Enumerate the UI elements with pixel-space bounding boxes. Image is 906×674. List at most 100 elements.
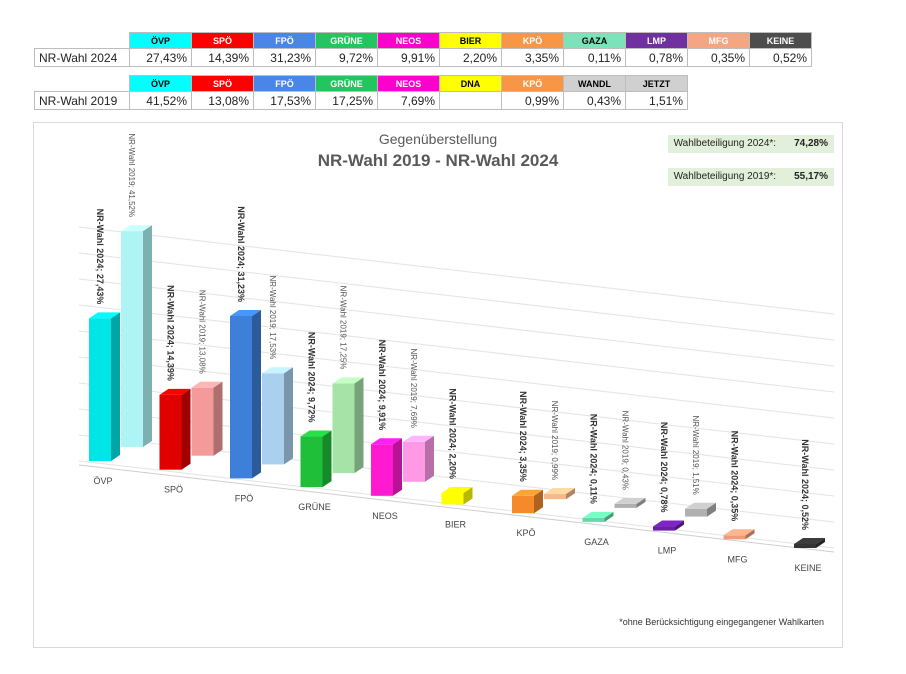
gridline [78, 226, 835, 315]
data-label-2019: NR-Wahl 2019; 0,43% [621, 411, 630, 490]
bar-2024-spö [159, 394, 182, 470]
bar-2024-kpö [512, 495, 534, 514]
party-header-fpö: FPÖ [253, 32, 316, 49]
bar-2024-lmp [653, 526, 675, 531]
results-table-2019: ÖVP SPÖ FPÖ GRÜNE NEOS DNA KPÖ WANDL JETZT NR-Wa… [34, 75, 688, 110]
data-label-2024: NR-Wahl 2024; 3,35% [518, 391, 528, 482]
turnout-2024-value: 74,28% [794, 138, 828, 149]
data-label-2024: NR-Wahl 2024; 2,20% [448, 388, 458, 479]
bar-2024-spö-top [159, 388, 191, 395]
bar-2024-gaza-top [582, 511, 614, 518]
party-header-bier: BIER [439, 32, 502, 49]
gridline [78, 278, 835, 367]
party-value-spö: 13,08% [191, 91, 254, 110]
bar-2024-bier [441, 493, 464, 505]
bar-2019-fpö-top [262, 367, 293, 374]
bar-2024-kpö-side [534, 489, 543, 514]
party-value-fpö: 31,23% [253, 48, 316, 67]
party-header-jetzt: JETZT [625, 75, 688, 92]
data-label-2024: NR-Wahl 2024; 9,72% [307, 332, 317, 423]
bar-2019-fpö [262, 373, 284, 465]
table-2019-label: NR-Wahl 2019 [34, 91, 130, 110]
party-header-spö: SPÖ [191, 75, 254, 92]
bar-2024-neos [371, 444, 393, 496]
category-label: GRÜNE [298, 502, 331, 512]
party-header-neos: NEOS [377, 32, 440, 49]
category-label: GAZA [584, 537, 609, 547]
party-value-dna [439, 91, 502, 110]
bar-2024-keine-side [816, 538, 825, 548]
party-value-övp: 27,43% [129, 48, 192, 67]
category-label: KPÖ [516, 528, 535, 538]
bar-2024-mfg [723, 535, 746, 540]
bar-2024-mfg-top [723, 529, 755, 536]
bar-2024-fpö [230, 316, 252, 479]
party-header-kpö: KPÖ [501, 32, 564, 49]
bar-2024-grüne-side [322, 430, 332, 488]
data-label-2024: NR-Wahl 2024; 9,91% [377, 340, 387, 431]
party-header-lmp: LMP [625, 32, 688, 49]
bar-2019-gaza [614, 503, 637, 508]
bar-2019-gaza-top [614, 497, 646, 504]
bar-2024-övp-side [111, 312, 120, 461]
category-label: MFG [728, 554, 748, 564]
chart-subtitle: NR-Wahl 2019 - NR-Wahl 2024 [318, 151, 559, 170]
table-2019-header-row: ÖVP SPÖ FPÖ GRÜNE NEOS DNA KPÖ WANDL JETZT [35, 75, 688, 92]
bar-2019-fpö-side [284, 367, 293, 465]
data-label-2019: NR-Wahl 2019; 0,99% [550, 401, 559, 480]
data-label-2019: NR-Wahl 2019; 17,53% [268, 275, 277, 359]
party-value-jetzt: 1,51% [625, 91, 688, 110]
party-value-bier: 2,20% [439, 48, 502, 67]
chart-panel: Gegenüberstellung NR-Wahl 2019 - NR-Wahl… [33, 122, 843, 648]
bar-2024-fpö-top [230, 310, 261, 317]
table-corner [35, 33, 130, 49]
bar-2019-neos-top [403, 435, 434, 442]
turnout-2024-label: Wahlbeteiligung 2024*: [673, 138, 777, 149]
data-label-2024: NR-Wahl 2024; 31,23% [236, 206, 246, 302]
party-value-kpö: 0,99% [501, 91, 564, 110]
bar-2024-grüne-top [300, 430, 332, 437]
chart-title: Gegenüberstellung [379, 131, 497, 147]
party-header-dna: DNA [439, 75, 502, 92]
bar-2024-övp-top [89, 312, 120, 319]
bar-2024-neos-side [393, 438, 402, 496]
bar-2019-spö-top [191, 381, 223, 388]
category-label: ÖVP [93, 476, 112, 486]
party-header-mfg: MFG [687, 32, 750, 49]
table-2019-value-row: NR-Wahl 2019 41,52% 13,08% 17,53% 17,25% 7,69… [34, 91, 688, 110]
party-value-spö: 14,39% [191, 48, 254, 67]
party-header-övp: ÖVP [129, 75, 192, 92]
data-label-2019: NR-Wahl 2019; 17,25% [339, 286, 348, 370]
party-value-gaza: 0,11% [563, 48, 626, 67]
party-header-gaza: GAZA [563, 32, 626, 49]
data-label-2024: NR-Wahl 2024; 14,39% [166, 285, 176, 381]
party-header-fpö: FPÖ [253, 75, 316, 92]
category-label: KEINE [794, 563, 821, 573]
data-label-2019: NR-Wahl 2019; 41,52% [127, 133, 136, 217]
party-value-wandl: 0,43% [563, 91, 626, 110]
bar-2019-övp-top [121, 225, 152, 232]
category-label: SPÖ [164, 485, 183, 495]
bar-2019-grüne [332, 383, 355, 474]
party-value-grüne: 17,25% [315, 91, 378, 110]
bar-2019-kpö-side [566, 488, 575, 500]
party-header-neos: NEOS [377, 75, 440, 92]
party-value-övp: 41,52% [129, 91, 192, 110]
gridline [78, 356, 835, 445]
bar-2024-keine-top [794, 538, 825, 544]
results-table-2024: ÖVP SPÖ FPÖ GRÜNE NEOS BIER KPÖ GAZA LMP MFG KEINE… [34, 32, 812, 67]
bar-2024-keine [794, 544, 816, 548]
party-value-lmp: 0,78% [625, 48, 688, 67]
category-label: LMP [658, 546, 677, 556]
data-label-2024: NR-Wahl 2024; 0,78% [659, 422, 669, 513]
bar-2019-neos-side [425, 435, 434, 482]
turnout-2019-box: Wahlbeteiligung 2019*: 55,17% [667, 168, 834, 186]
data-label-2019: NR-Wahl 2019; 13,08% [198, 290, 207, 374]
data-label-2024: NR-Wahl 2024; 0,35% [730, 431, 740, 522]
bar-2024-gaza [582, 517, 605, 522]
chart-category-labels: ÖVP SPÖ FPÖ GRÜNE NEOS BIER KPÖ GAZA LMP MFG KEINE [93, 476, 821, 573]
party-value-neos: 7,69% [377, 91, 440, 110]
bar-2024-bier-top [441, 487, 473, 494]
party-value-keine: 0,52% [749, 48, 812, 67]
turnout-2019-value: 55,17% [794, 171, 828, 182]
